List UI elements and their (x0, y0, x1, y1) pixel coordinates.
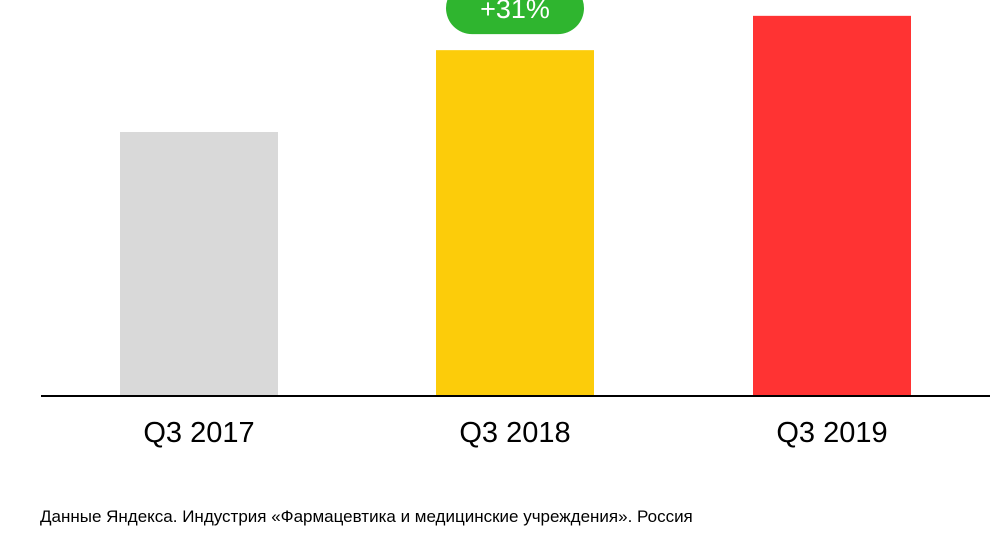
bar-q3-2017 (120, 132, 278, 396)
x-tick-label: Q3 2019 (776, 417, 887, 449)
growth-badge (446, 0, 584, 35)
x-tick-label: Q3 2018 (459, 417, 570, 449)
bar-q3-2019 (753, 15, 911, 397)
bar-q3-2018 (436, 50, 594, 396)
source-footnote: Данные Яндекса. Индустрия «Фармацевтика … (40, 507, 693, 526)
growth-badge-label: +31% (480, 0, 550, 24)
bars-group (120, 15, 911, 397)
growth-badges-group: +31%+10% (446, 0, 584, 35)
x-tick-label: Q3 2017 (143, 417, 254, 449)
x-tick-labels-group: Q3 2017 Q3 2018 Q3 2019 (143, 417, 887, 449)
